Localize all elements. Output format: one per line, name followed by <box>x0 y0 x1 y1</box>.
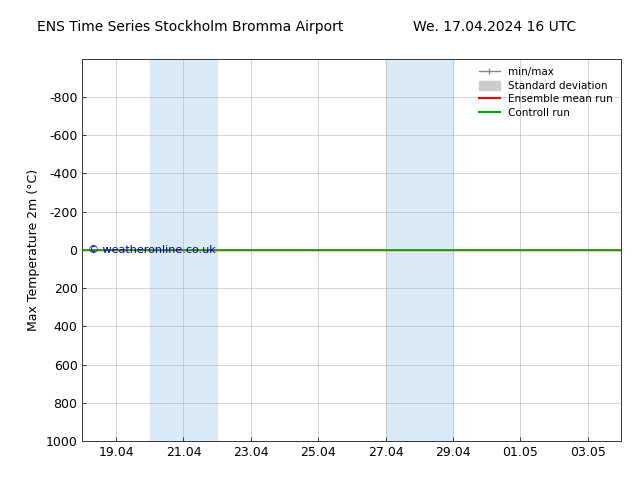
Bar <box>150 59 217 441</box>
Legend: min/max, Standard deviation, Ensemble mean run, Controll run: min/max, Standard deviation, Ensemble me… <box>476 64 616 121</box>
Text: ENS Time Series Stockholm Bromma Airport: ENS Time Series Stockholm Bromma Airport <box>37 20 344 34</box>
Y-axis label: Max Temperature 2m (°C): Max Temperature 2m (°C) <box>27 169 40 331</box>
Text: We. 17.04.2024 16 UTC: We. 17.04.2024 16 UTC <box>413 20 576 34</box>
Text: © weatheronline.co.uk: © weatheronline.co.uk <box>87 245 216 255</box>
Bar <box>385 59 453 441</box>
